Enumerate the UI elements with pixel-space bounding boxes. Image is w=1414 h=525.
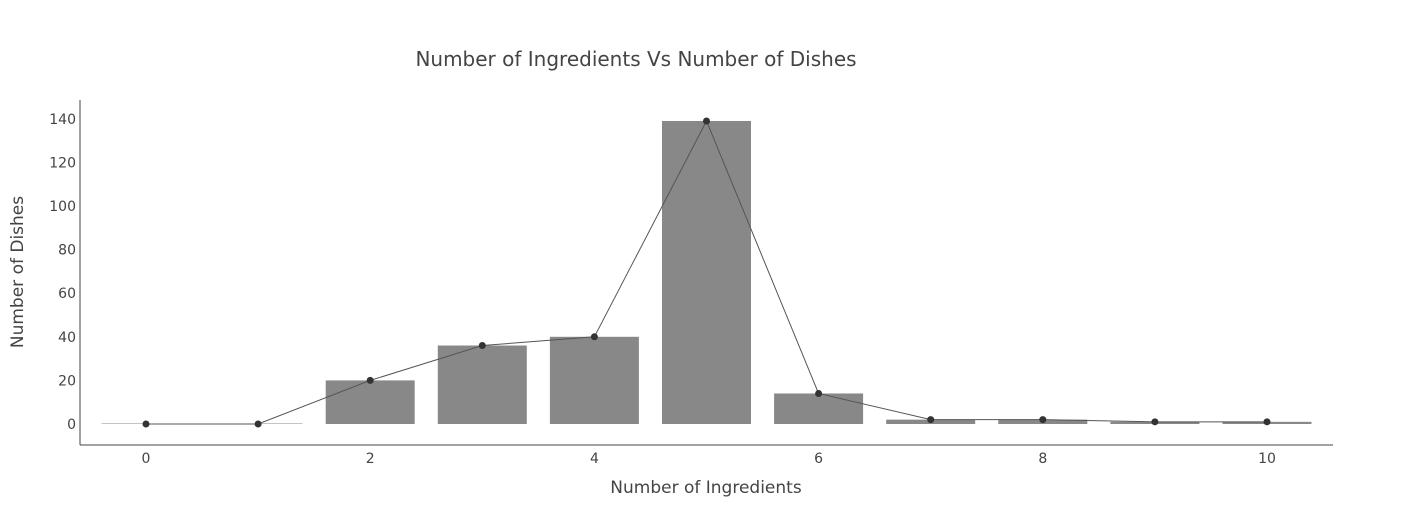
y-tick-label: 40 — [58, 330, 76, 346]
x-ticks: 0 2 4 6 8 10 — [142, 451, 1276, 467]
point-4 — [590, 333, 598, 341]
y-tick-label: 0 — [67, 417, 76, 433]
point-10 — [1263, 418, 1271, 426]
x-axis-title: Number of Ingredients — [610, 478, 802, 498]
point-0 — [142, 420, 150, 428]
point-5 — [703, 117, 710, 125]
trend-group — [142, 117, 1271, 428]
y-ticks: 0 20 40 60 80 100 120 140 — [49, 112, 76, 433]
x-tick-label: 2 — [366, 451, 375, 467]
y-tick-label: 120 — [49, 155, 76, 171]
x-tick-label: 6 — [814, 451, 823, 467]
y-axis-title: Number of Dishes — [8, 196, 28, 348]
point-9 — [1151, 418, 1159, 426]
y-tick-label: 20 — [58, 373, 76, 389]
y-tick-label: 80 — [58, 243, 76, 259]
y-tick-label: 100 — [49, 199, 76, 215]
bar-5 — [662, 120, 751, 424]
bar-4 — [549, 336, 639, 424]
bar-3 — [437, 345, 527, 424]
point-8 — [1039, 416, 1047, 424]
y-tick-label: 60 — [58, 286, 76, 302]
x-tick-label: 8 — [1038, 451, 1047, 467]
point-2 — [366, 376, 374, 384]
chart-title: Number of Ingredients Vs Number of Dishe… — [415, 47, 856, 71]
y-tick-label: 140 — [49, 112, 76, 128]
point-6 — [815, 389, 823, 397]
point-7 — [927, 416, 935, 424]
plot-area: 0 2 4 6 8 10 0 20 40 60 80 100 120 140 — [49, 100, 1333, 467]
x-tick-label: 4 — [590, 451, 599, 467]
x-tick-label: 10 — [1258, 451, 1276, 467]
point-3 — [478, 342, 486, 350]
point-1 — [254, 420, 262, 428]
bar-6 — [774, 393, 864, 424]
x-tick-label: 0 — [142, 451, 151, 467]
bars-group — [101, 120, 1312, 424]
bar-2 — [325, 380, 415, 424]
